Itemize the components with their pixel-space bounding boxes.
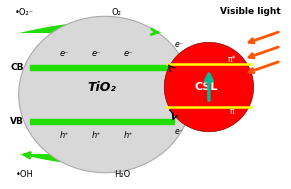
Text: •O₂⁻: •O₂⁻ <box>15 8 34 17</box>
Text: e⁻: e⁻ <box>123 49 133 58</box>
Text: e⁻: e⁻ <box>174 40 183 49</box>
Text: •OH: •OH <box>15 170 33 179</box>
Text: π*: π* <box>228 55 236 64</box>
Text: h⁺: h⁺ <box>123 131 133 140</box>
Text: VB: VB <box>10 117 24 126</box>
PathPatch shape <box>19 23 163 33</box>
Ellipse shape <box>164 42 253 132</box>
Text: Visible light: Visible light <box>220 7 281 16</box>
Text: e⁻: e⁻ <box>92 49 101 58</box>
Text: O₂: O₂ <box>112 8 122 17</box>
Text: e⁻: e⁻ <box>60 49 70 58</box>
Text: TiO₂: TiO₂ <box>88 81 117 94</box>
Text: h⁺: h⁺ <box>60 131 70 140</box>
Text: CSL: CSL <box>194 82 218 92</box>
Ellipse shape <box>19 16 191 173</box>
PathPatch shape <box>19 154 163 164</box>
Text: H₂O: H₂O <box>114 170 131 179</box>
Text: CB: CB <box>10 63 24 72</box>
Text: h⁺: h⁺ <box>92 131 101 140</box>
Bar <box>30 65 174 70</box>
Text: π: π <box>230 107 234 116</box>
Bar <box>30 119 174 124</box>
Text: e⁻: e⁻ <box>174 127 183 136</box>
